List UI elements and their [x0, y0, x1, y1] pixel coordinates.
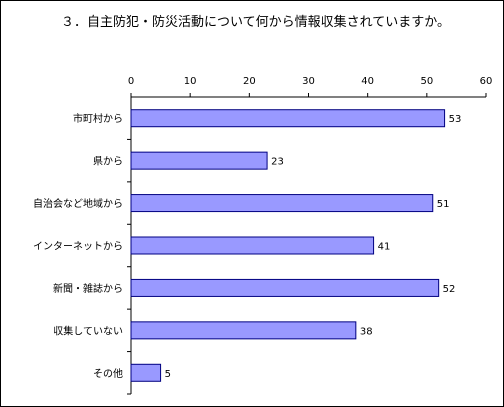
- x-tick-label: 20: [243, 76, 256, 87]
- x-tick-label: 0: [128, 76, 134, 87]
- data-label: 5: [165, 369, 171, 380]
- bar: [130, 278, 440, 297]
- bar: [130, 109, 446, 128]
- bar: [130, 236, 375, 255]
- x-tick-label: 50: [420, 76, 433, 87]
- x-tick-label: 60: [480, 76, 493, 87]
- data-label: 38: [360, 326, 373, 337]
- bar: [130, 363, 162, 382]
- category-label: 県から: [93, 156, 123, 168]
- data-label: 53: [449, 114, 462, 125]
- x-tick-label: 40: [361, 76, 374, 87]
- data-label: 52: [443, 284, 456, 295]
- category-label: 新聞・雑誌から: [53, 282, 123, 295]
- category-label: インターネットから: [33, 241, 123, 253]
- bar: [130, 194, 434, 213]
- category-label: 自治会など地域から: [33, 197, 123, 210]
- category-label: 収集していない: [53, 324, 123, 337]
- x-tick-label: 10: [184, 76, 197, 87]
- bar: [130, 321, 357, 340]
- category-label: その他: [93, 367, 123, 380]
- chart-title: ３．自主防犯・防災活動について何から情報収集されていますか。: [61, 15, 450, 30]
- data-label: 41: [378, 242, 391, 253]
- data-label: 23: [271, 157, 284, 168]
- data-label: 51: [437, 199, 450, 210]
- bar: [130, 151, 268, 170]
- category-label: 市町村から: [73, 112, 123, 125]
- x-tick-label: 30: [302, 76, 315, 87]
